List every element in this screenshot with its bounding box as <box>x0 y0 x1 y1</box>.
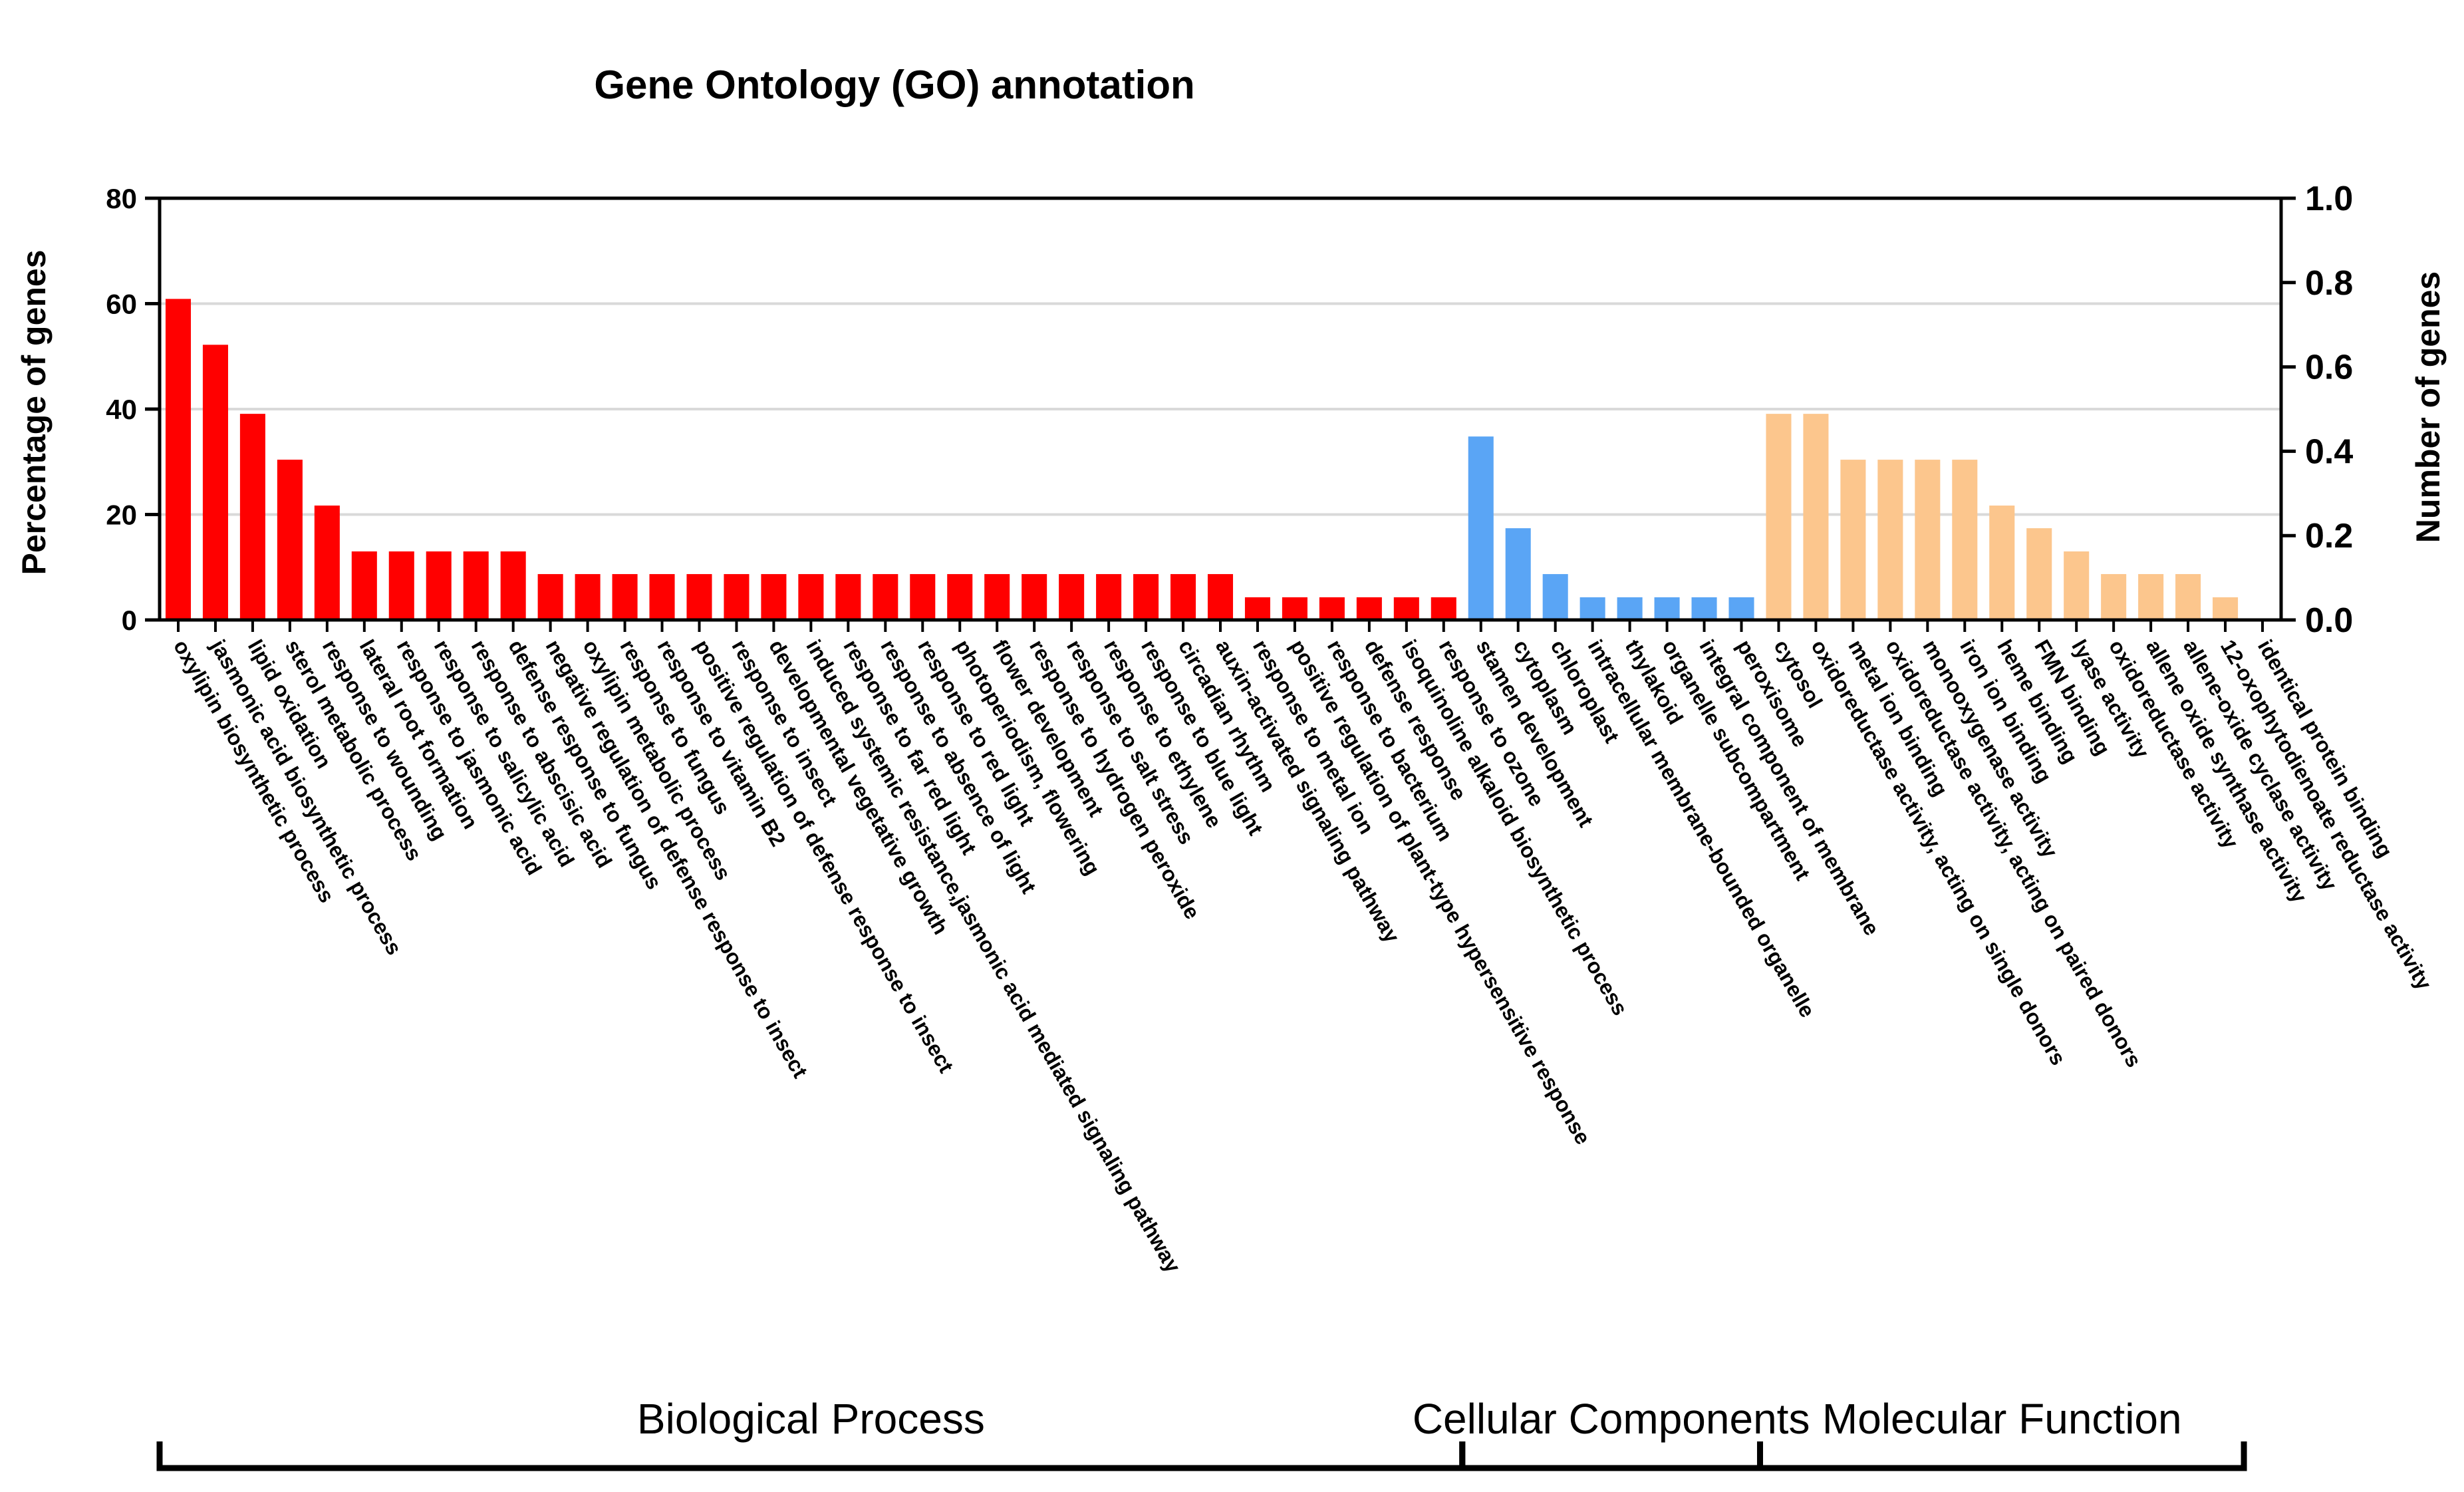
bar <box>165 299 192 620</box>
bar <box>1691 597 1717 620</box>
bar <box>426 551 452 620</box>
y-tick-label-left: 80 <box>106 183 137 214</box>
bar <box>1877 460 1903 620</box>
bar <box>1022 574 1047 620</box>
bar <box>1468 436 1494 620</box>
bar <box>2175 574 2201 620</box>
bar <box>1133 574 1159 620</box>
bar <box>1728 597 1754 620</box>
y-tick-label-right: 0.4 <box>2305 432 2353 471</box>
bar <box>1915 460 1941 620</box>
bar <box>2213 597 2239 620</box>
bar <box>500 551 526 620</box>
bar <box>2064 551 2090 620</box>
bar <box>1840 460 1866 620</box>
bar <box>686 574 712 620</box>
bar <box>1579 597 1605 620</box>
group-bracket <box>1756 1441 2247 1471</box>
bar <box>724 574 750 620</box>
bar <box>612 574 638 620</box>
bar <box>2138 574 2164 620</box>
group-bracket <box>1459 1441 1764 1471</box>
y-axis-title-left: Percentage of genes <box>15 249 53 575</box>
bar <box>239 414 265 620</box>
bar <box>537 574 563 620</box>
bar <box>314 506 340 620</box>
y-axis-title-right: Number of genes <box>2409 271 2447 543</box>
bar <box>1207 574 1234 620</box>
y-tick-label-right: 0.2 <box>2305 517 2353 555</box>
bar <box>1431 597 1456 620</box>
group-label: Molecular Function <box>1822 1395 2182 1443</box>
bar <box>910 574 936 620</box>
y-tick-label-right: 0.8 <box>2305 264 2353 303</box>
group-bracket <box>156 1441 1466 1471</box>
group-label: Biological Process <box>637 1395 985 1443</box>
y-tick-label-left: 20 <box>106 500 137 531</box>
bar <box>351 551 377 620</box>
bar <box>1059 574 1085 620</box>
y-tick-label-left: 40 <box>106 394 137 425</box>
bar <box>1170 574 1196 620</box>
bar <box>1356 597 1382 620</box>
axes: 0 20 40 60 80 0.0 0.2 0.4 0.6 0.8 1.0 <box>106 180 2353 640</box>
bar <box>798 574 824 620</box>
bar <box>1766 414 1792 620</box>
bar <box>463 551 489 620</box>
chart-title: Gene Ontology (GO) annotation <box>594 63 1194 107</box>
bar <box>1542 574 1568 620</box>
bar <box>277 460 303 620</box>
bar <box>1989 506 2015 620</box>
bar <box>1282 597 1307 620</box>
bar <box>388 551 414 620</box>
y-tick-label-left: 60 <box>106 289 137 320</box>
bar <box>1096 574 1122 620</box>
bar <box>1393 597 1419 620</box>
bar <box>1319 597 1345 620</box>
y-tick-label-left: 0 <box>122 605 137 636</box>
bar <box>575 574 601 620</box>
bar <box>947 574 973 620</box>
bar <box>1505 528 1531 620</box>
bar <box>1244 597 1270 620</box>
bar <box>761 574 787 620</box>
group-label: Cellular Components <box>1413 1395 1810 1443</box>
y-tick-label-right: 1.0 <box>2305 180 2353 218</box>
bar <box>1803 414 1829 620</box>
bar <box>1654 597 1680 620</box>
y-tick-label-right: 0.6 <box>2305 349 2353 387</box>
category-label: allene-oxide cyclase activity <box>2179 636 2342 895</box>
bar <box>202 345 228 620</box>
y-tick-label-right: 0.0 <box>2305 601 2353 640</box>
group-brackets: Biological Process Cellular Components Mol… <box>156 1395 2247 1471</box>
bars <box>165 299 2239 620</box>
bar <box>2101 574 2127 620</box>
bar <box>2026 528 2052 620</box>
bar <box>1952 460 1978 620</box>
bar <box>873 574 898 620</box>
bar <box>835 574 861 620</box>
bar <box>984 574 1010 620</box>
bar <box>649 574 675 620</box>
bar <box>1617 597 1643 620</box>
